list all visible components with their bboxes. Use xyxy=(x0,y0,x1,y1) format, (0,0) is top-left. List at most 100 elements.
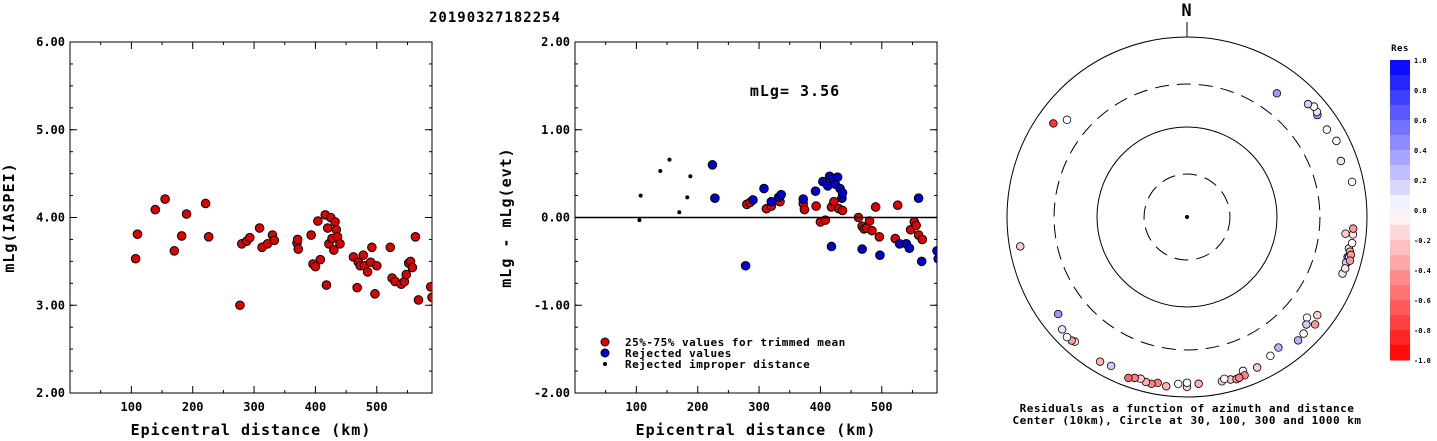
data-point xyxy=(203,232,214,242)
data-points xyxy=(130,194,432,311)
station-point xyxy=(1266,351,1275,361)
polar-caption-line2: Center (10km), Circle at 30, 100, 300 an… xyxy=(1012,414,1361,427)
station-point xyxy=(1303,99,1313,109)
station-point xyxy=(1274,343,1283,352)
station-point xyxy=(1235,373,1244,382)
polar-caption-line1: Residuals as a function of azimuth and d… xyxy=(1020,402,1355,415)
station-point xyxy=(1336,156,1346,166)
trimmed-mean-point xyxy=(811,201,821,211)
ring-1000km xyxy=(1006,36,1368,398)
station-point xyxy=(1016,242,1025,251)
trimmed-mean-point xyxy=(867,225,877,236)
station-point xyxy=(1341,229,1350,238)
colorbar-tick-label: -0.6 xyxy=(1414,297,1431,305)
x-tick-label: 200 xyxy=(687,400,709,414)
legend: 25%-75% values for trimmed meanRejected … xyxy=(600,336,846,371)
colorbar-tick-label: 1.0 xyxy=(1414,57,1427,65)
legend-label: Rejected values xyxy=(625,347,732,360)
station-point xyxy=(1182,378,1192,387)
rejected-point xyxy=(837,188,848,198)
trimmed-mean-point xyxy=(874,232,885,242)
x-axis-label: Epicentral distance (km) xyxy=(131,421,372,439)
colorbar-tick-label: 0.8 xyxy=(1414,87,1427,95)
data-point xyxy=(367,242,377,253)
rejected-point xyxy=(766,196,777,207)
rejected-point xyxy=(904,243,915,254)
rejected-point xyxy=(759,183,769,194)
colorbar-title: Res xyxy=(1391,44,1409,54)
trimmed-mean-point xyxy=(864,216,875,226)
colorbar-swatch xyxy=(1390,300,1410,316)
y-axis-label: mLg - mLg(evt) xyxy=(497,147,515,287)
rejected-distance-point xyxy=(637,218,642,223)
rejected-distance-point xyxy=(638,193,643,198)
data-points xyxy=(637,157,937,271)
data-point xyxy=(329,245,339,255)
residual-polar-panel: N Residuals as a function of azimuth and … xyxy=(1006,1,1368,427)
y-tick-label: 4.00 xyxy=(36,211,65,225)
rejected-distance-point xyxy=(658,168,663,173)
trimmed-mean-point xyxy=(911,220,921,231)
rejected-distance-point xyxy=(688,174,693,179)
trimmed-mean-point xyxy=(917,234,928,245)
station-point xyxy=(1310,320,1320,329)
colorbar-swatch xyxy=(1390,120,1410,136)
residual-vs-distance-panel: -2.00 -1.00 0.00 1.00 2.00 100 200 300 400 500 Epi… xyxy=(497,35,938,439)
station-point xyxy=(1332,136,1341,146)
y-tick-label: 2.00 xyxy=(36,386,65,400)
station-point xyxy=(1322,125,1332,134)
data-point xyxy=(292,234,303,245)
data-point xyxy=(407,262,418,273)
station-point xyxy=(1347,177,1357,187)
center-point xyxy=(1185,215,1189,219)
station-point xyxy=(1293,336,1303,345)
y-tick-label: 5.00 xyxy=(36,123,65,137)
trimmed-mean-point xyxy=(892,200,903,211)
magnitude-vs-distance-panel: 2.00 3.00 4.00 5.00 6.00 100 200 300 400 500 Epice… xyxy=(0,35,433,439)
rejected-point xyxy=(916,256,927,267)
rejected-point xyxy=(857,244,867,254)
colorbar-swatch xyxy=(1390,105,1410,121)
data-point xyxy=(181,209,192,219)
legend-marker xyxy=(600,348,610,358)
station-point xyxy=(1049,119,1058,128)
x-tick-label: 300 xyxy=(748,400,770,414)
data-point xyxy=(269,235,280,246)
data-point xyxy=(310,261,321,272)
plot-frame xyxy=(69,41,433,394)
data-point xyxy=(321,280,332,290)
trimmed-mean-point xyxy=(829,196,839,207)
colorbar-tick-label: 0.0 xyxy=(1414,207,1427,215)
rejected-point xyxy=(740,260,751,271)
rejected-point xyxy=(832,172,843,182)
colorbar-swatch xyxy=(1390,240,1410,256)
legend-label: 25%-75% values for trimmed mean xyxy=(625,336,846,349)
ring-100km xyxy=(1096,126,1278,308)
data-point xyxy=(293,244,304,254)
colorbar-tick-label: 0.4 xyxy=(1414,147,1427,155)
station-point xyxy=(1162,382,1171,391)
colorbar-swatch xyxy=(1390,165,1410,181)
trimmed-mean-point xyxy=(870,202,881,212)
data-point xyxy=(385,242,396,253)
x-tick-label: 200 xyxy=(182,400,204,414)
mlg-annotation: mLg= 3.56 xyxy=(750,82,840,100)
station-point xyxy=(1174,379,1183,389)
data-point xyxy=(306,230,316,240)
station-point xyxy=(1124,373,1133,383)
station-point xyxy=(1095,357,1105,366)
x-tick-label: 100 xyxy=(626,400,648,414)
y-tick-label: 0.00 xyxy=(541,211,570,225)
data-point xyxy=(160,194,170,204)
colorbar-swatch xyxy=(1390,150,1410,166)
north-label: N xyxy=(1181,1,1192,21)
colorbar-swatch xyxy=(1390,285,1410,301)
colorbar-swatch xyxy=(1390,60,1410,76)
data-point xyxy=(235,300,245,311)
colorbar-swatch xyxy=(1390,255,1410,271)
station-point xyxy=(1220,374,1229,384)
data-point xyxy=(401,269,412,280)
rejected-point xyxy=(798,194,809,204)
rejected-point xyxy=(932,246,937,256)
